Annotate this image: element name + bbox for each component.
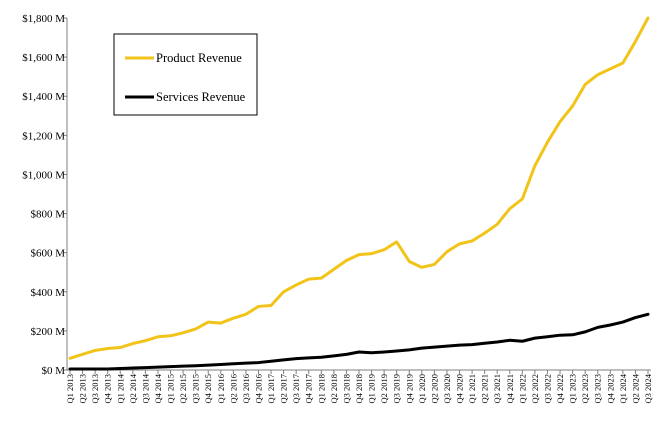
y-tick-label: $800 M [30,209,65,221]
x-tick-label: Q4 2016 [253,374,263,404]
x-tick-label: Q4 2022 [555,374,565,404]
x-tick-label: Q3 2024 [643,373,653,403]
legend-box [113,33,258,116]
x-tick-label: Q2 2016 [228,374,238,404]
x-tick-label: Q4 2019 [404,374,414,404]
x-tick-label: Q2 2013 [78,374,88,404]
y-tick-label: $0 M [41,365,65,377]
x-tick-label: Q3 2017 [291,374,301,404]
x-tick-label: Q1 2015 [166,374,176,404]
series-lines [68,16,650,371]
x-tick-label: Q2 2018 [329,374,339,404]
y-tick-label: $1,000 M [22,169,65,181]
x-axis: Q1 2013 Q2 2013 Q3 2013 Q4 2013 Q1 2014 Q2 20… [65,369,653,404]
x-tick-label: Q1 2021 [467,374,477,404]
y-axis: $0 M $200 M $400 M $600 M $800 M $1,000 M $1,2… [22,13,68,377]
x-tick-label: Q1 2014 [115,373,125,403]
x-tick-label: Q1 2019 [367,374,377,404]
y-tick-label: $1,600 M [22,52,65,64]
x-tick-label: Q3 2023 [593,374,603,404]
y-tick-label: $400 M [30,287,65,299]
x-tick-label: Q3 2021 [492,374,502,404]
x-tick-label: Q3 2020 [442,374,452,404]
x-tick-label: Q3 2013 [90,374,100,404]
x-tick-label: Q2 2022 [530,374,540,404]
x-tick-label: Q3 2016 [241,374,251,404]
legend: Product Revenue Services Revenue [113,33,258,116]
x-tick-label: Q2 2023 [580,374,590,404]
legend-label-services: Services Revenue [156,90,246,104]
series-line-services-revenue [68,312,650,371]
x-tick-label: Q4 2014 [153,373,163,403]
x-tick-label: Q2 2021 [480,374,490,404]
x-tick-label: Q2 2015 [178,374,188,404]
x-tick-label: Q1 2017 [266,374,276,404]
x-tick-label: Q2 2019 [379,374,389,404]
x-tick-label: Q4 2017 [304,374,314,404]
y-tick-label: $1,200 M [22,130,65,142]
x-tick-label: Q4 2015 [203,374,213,404]
legend-label-product: Product Revenue [156,51,242,65]
x-tick-label: Q1 2022 [517,374,527,404]
x-tick-label: Q2 2024 [630,373,640,403]
x-tick-label: Q4 2013 [103,374,113,404]
x-tick-label: Q3 2014 [140,373,150,403]
x-tick-label: Q3 2015 [191,374,201,404]
x-tick-label: Q3 2022 [542,374,552,404]
y-tick-label: $600 M [30,248,65,260]
x-tick-label: Q4 2018 [354,374,364,404]
x-tick-label: Q1 2018 [316,374,326,404]
y-tick-label: $1,400 M [22,91,65,103]
x-tick-label: Q2 2020 [429,374,439,404]
x-tick-label: Q4 2023 [605,374,615,404]
y-tick-label: $200 M [30,326,65,338]
x-tick-label: Q2 2017 [279,374,289,404]
x-tick-label: Q1 2023 [568,374,578,404]
x-tick-label: Q1 2016 [216,374,226,404]
x-tick-label: Q4 2021 [505,374,515,404]
y-tick-label: $1,800 M [22,13,65,25]
x-tick-label: Q3 2019 [392,374,402,404]
x-tick-label: Q3 2018 [341,374,351,404]
x-tick-label: Q1 2013 [65,374,75,404]
x-tick-label: Q1 2024 [618,373,628,403]
x-tick-label: Q2 2014 [128,373,138,403]
x-tick-label: Q1 2020 [417,374,427,404]
x-tick-label: Q4 2020 [455,374,465,404]
